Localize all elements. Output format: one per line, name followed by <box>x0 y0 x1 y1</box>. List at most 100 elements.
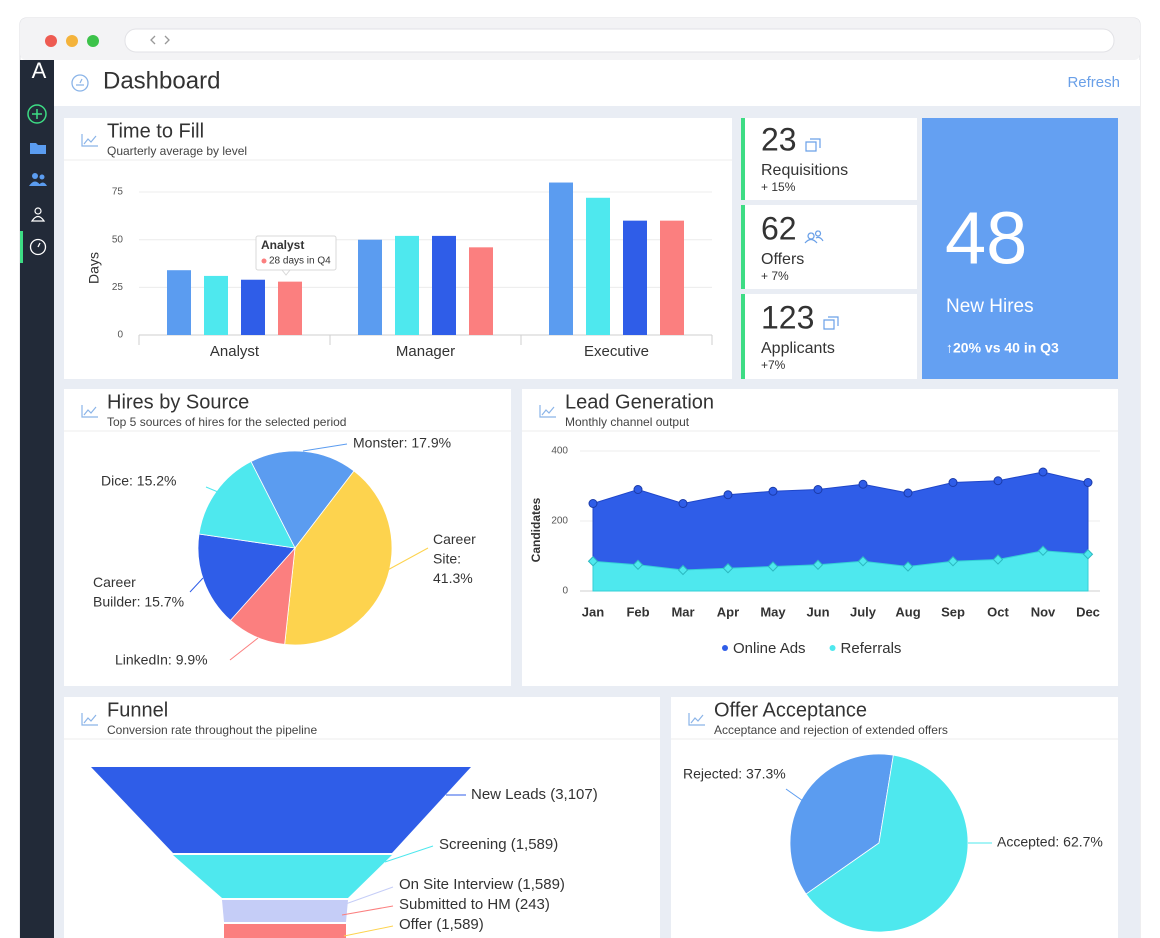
x-tick-label: Sep <box>941 604 965 619</box>
funnel-stage <box>173 855 392 898</box>
point <box>903 488 913 498</box>
highlight-change: ↑20% vs 40 in Q3 <box>946 340 1059 356</box>
leader-line <box>229 637 259 661</box>
tooltip-box <box>255 235 337 271</box>
label-line: Career <box>433 531 480 547</box>
bar <box>395 235 419 335</box>
x-tick-label: Nov <box>1031 604 1056 619</box>
x-tick-label: Feb <box>626 604 649 619</box>
dashboard-icon[interactable] <box>29 238 47 256</box>
kpi-accent <box>741 205 745 289</box>
maximize-button[interactable] <box>87 35 99 47</box>
tooltip-title: Analyst <box>261 238 304 252</box>
y-tick-label: 200 <box>551 516 568 527</box>
point <box>1037 545 1049 556</box>
point <box>857 556 869 567</box>
panel-subtitle: Quarterly average by level <box>107 144 247 158</box>
slice-label: Accepted: 62.7% <box>997 834 1103 850</box>
stage-label: On Site Interview (1,589) <box>399 876 565 893</box>
tooltip-text: 28 days in Q4 <box>269 256 331 267</box>
panel-title: Hires by Source <box>107 391 249 413</box>
point <box>1038 467 1048 477</box>
slice-label: Career Site: 41.3% <box>433 531 480 586</box>
slice-label: Monster: 17.9% <box>353 435 451 451</box>
leader-line <box>205 486 219 493</box>
x-tick-label: May <box>760 604 786 619</box>
people-head <box>39 174 45 180</box>
y-tick-label: 400 <box>551 446 568 457</box>
x-tick-label: Jun <box>806 604 829 619</box>
page-title: Dashboard <box>103 67 220 94</box>
x-tick-label: Jan <box>582 604 604 619</box>
stage-label: Screening (1,589) <box>439 836 558 853</box>
add-icon[interactable] <box>27 104 47 124</box>
funnel-stage <box>224 924 346 938</box>
highlight-label: New Hires <box>946 296 1034 317</box>
y-axis-label: Days <box>86 252 102 284</box>
kpi-card-bg <box>741 294 917 379</box>
point <box>813 485 823 494</box>
bar <box>586 197 610 335</box>
person-icon[interactable] <box>30 207 46 222</box>
label-line: Site: <box>433 550 465 566</box>
bar <box>469 247 493 335</box>
funnel-stage <box>91 767 471 853</box>
slice-label: Career Builder: 15.7% <box>93 574 184 610</box>
refresh-link[interactable]: Refresh <box>1067 74 1120 91</box>
kpi-card: 23 Requisitions + 15% <box>741 118 917 200</box>
point <box>767 561 779 572</box>
x-tick-label: Aug <box>895 604 920 619</box>
logo[interactable]: A <box>32 58 47 83</box>
panel-subtitle: Conversion rate throughout the pipeline <box>107 723 317 737</box>
bar <box>278 281 302 335</box>
kpi-icon <box>805 138 821 152</box>
forward-arrow[interactable] <box>164 35 170 45</box>
kpi-label: Applicants <box>761 340 835 357</box>
header <box>54 60 1140 106</box>
x-tick-label: Apr <box>717 604 739 619</box>
panel-subtitle: Monthly channel output <box>565 415 690 429</box>
point <box>677 564 689 576</box>
tooltip-pointer <box>280 269 292 276</box>
y-tick-label: 0 <box>562 586 568 597</box>
point <box>992 554 1004 565</box>
legend-swatch <box>829 645 836 651</box>
back-arrow[interactable] <box>150 35 156 45</box>
y-tick-label: 50 <box>112 234 124 245</box>
x-tick-label: Oct <box>987 604 1009 619</box>
point <box>1083 478 1093 487</box>
person-head <box>34 207 42 215</box>
point <box>902 561 914 572</box>
leader-line <box>383 547 429 573</box>
header-icon <box>71 74 89 92</box>
kpi-value: 123 <box>761 299 814 335</box>
label-line: Builder: 15.7% <box>93 593 184 609</box>
panel-icon <box>539 405 556 418</box>
bar <box>432 235 456 335</box>
close-button[interactable] <box>45 35 57 47</box>
panel-icon <box>81 713 98 726</box>
panel-title: Offer Acceptance <box>714 699 867 721</box>
point <box>587 556 599 567</box>
slice-label: Rejected: 37.3% <box>683 766 786 782</box>
x-tick-label: July <box>850 604 877 619</box>
address-bar[interactable] <box>124 28 1115 53</box>
bar <box>623 220 647 335</box>
folder-icon[interactable] <box>30 143 46 154</box>
kpi-card: 123 Applicants +7% <box>741 294 917 379</box>
bar <box>204 275 228 335</box>
point <box>588 499 598 508</box>
pie-slice <box>789 753 894 895</box>
people-head <box>32 173 38 179</box>
panel-icon <box>81 405 98 418</box>
kpi-change: + 7% <box>761 269 789 283</box>
point <box>632 559 644 570</box>
pie-slice <box>805 754 969 933</box>
legend-swatch <box>722 645 728 651</box>
kpi-icon <box>823 316 839 330</box>
people-icon[interactable] <box>29 173 47 186</box>
charts: Time to Fill Quarterly average by level 0 2… <box>64 118 1118 938</box>
dashboard-needle <box>37 242 41 248</box>
minimize-button[interactable] <box>66 35 78 47</box>
